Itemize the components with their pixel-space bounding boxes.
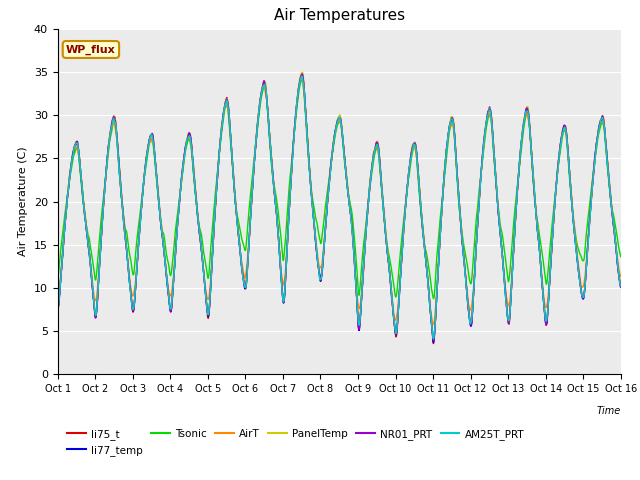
Legend: li75_t, li77_temp, Tsonic, AirT, PanelTemp, NR01_PRT, AM25T_PRT: li75_t, li77_temp, Tsonic, AirT, PanelTe… [63,424,528,460]
Text: Time: Time [596,406,621,416]
Title: Air Temperatures: Air Temperatures [274,9,404,24]
Text: WP_flux: WP_flux [66,44,116,55]
Y-axis label: Air Temperature (C): Air Temperature (C) [18,147,28,256]
